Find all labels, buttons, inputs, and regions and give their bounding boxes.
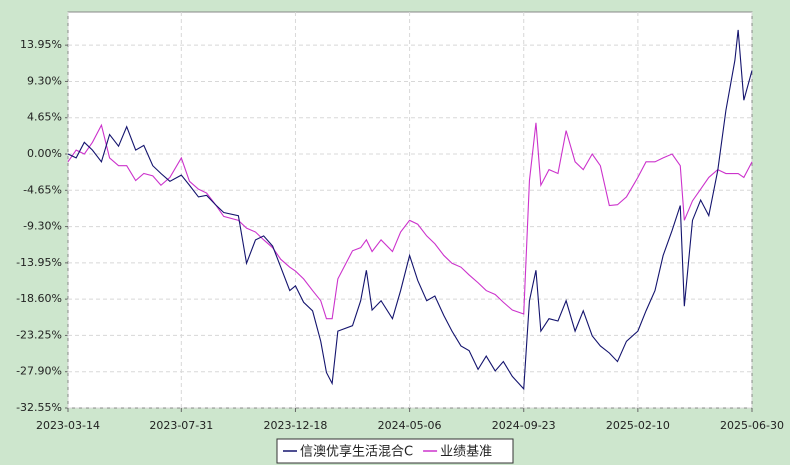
y-tick-label: -9.30% [23, 220, 62, 233]
y-tick-label: 9.30% [27, 74, 62, 87]
series-line [67, 122, 753, 320]
y-tick-label: -4.65% [23, 183, 62, 196]
x-tick-label: 2023-03-14 [36, 419, 100, 432]
x-tick-label: 2025-02-10 [606, 419, 670, 432]
x-tick-label: 2024-05-06 [378, 419, 442, 432]
x-tick-label: 2023-12-18 [263, 419, 327, 432]
x-tick-label: 2025-06-30 [720, 419, 784, 432]
y-tick-label: 0.00% [27, 147, 62, 160]
series-line [67, 29, 753, 391]
y-tick-label: -32.55% [16, 401, 62, 414]
y-tick-label: -27.90% [16, 365, 62, 378]
legend-box [276, 438, 514, 464]
y-tick-label: 4.65% [27, 111, 62, 124]
y-tick-label: -18.60% [16, 292, 62, 305]
y-tick-label: 13.95% [20, 38, 62, 51]
legend-label: 业绩基准 [440, 445, 492, 460]
legend-label: 信澳优享生活混合C [300, 444, 413, 460]
y-tick-label: -13.95% [16, 256, 62, 269]
x-tick-label: 2023-07-31 [149, 419, 213, 432]
x-tick-label: 2024-09-23 [492, 419, 556, 432]
y-tick-label: -23.25% [16, 328, 62, 341]
